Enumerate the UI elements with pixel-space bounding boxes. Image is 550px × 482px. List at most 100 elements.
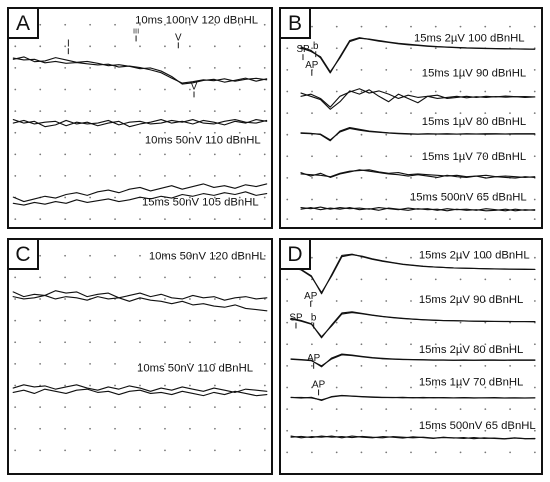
grid-dot [39, 298, 41, 300]
grid-dot [385, 343, 388, 346]
grid-dot [239, 298, 241, 300]
trace-label: 15ms 1µV 90 dBnHL [422, 68, 526, 80]
grid-dot [434, 429, 437, 432]
grid-dot [164, 45, 166, 48]
grid-dot [286, 218, 289, 221]
grid-dot [286, 451, 289, 454]
grid-dot [360, 68, 363, 71]
grid-dot [214, 362, 216, 365]
grid-dot [164, 23, 166, 26]
trace-line-d-4-2 [290, 395, 536, 401]
panel-a-letter: A [9, 9, 39, 39]
grid-dot [484, 256, 487, 259]
grid-dot [114, 110, 116, 113]
grid-dot [484, 155, 487, 158]
grid-dot [164, 153, 166, 156]
grid-dot [164, 175, 166, 177]
grid-dot [484, 300, 487, 302]
grid-dot [509, 451, 511, 454]
grid-dot [89, 254, 91, 257]
grid-dot [89, 23, 91, 26]
grid-dot [335, 321, 338, 324]
trace-line-c-2-1 [12, 384, 268, 393]
grid-dot [239, 449, 241, 452]
grid-dot [385, 278, 388, 281]
grid-dot [335, 177, 338, 179]
grid-dot [239, 406, 241, 409]
grid-dot [64, 175, 67, 177]
grid-dot [189, 175, 191, 177]
grid-dot [214, 276, 216, 279]
grid-dot [311, 218, 313, 221]
grid-dot [459, 112, 462, 114]
grid-dot [434, 90, 437, 93]
grid-dot [139, 449, 141, 452]
grid-dot [239, 276, 241, 279]
grid-dot [459, 218, 462, 221]
grid-dot [410, 198, 412, 201]
grid-dot [311, 364, 313, 367]
trace-line-b-3-2 [300, 127, 536, 141]
grid-dot [484, 90, 487, 93]
grid-dot [410, 321, 412, 324]
grid-dot [360, 133, 363, 136]
grid-dot [189, 298, 191, 300]
grid-dot [164, 362, 166, 365]
grid-dot [509, 408, 511, 410]
grid-dot [114, 362, 116, 365]
grid-dot [39, 406, 41, 409]
grid-dot [385, 112, 388, 114]
grid-dot [39, 276, 41, 279]
grid-dot [213, 175, 216, 177]
grid-dot [139, 427, 141, 430]
grid-dot [14, 427, 17, 430]
grid-dot [385, 68, 388, 71]
panel-a: 10ms 100nV 120 dBnHL I III V 10ms 50nV 110 d… [7, 7, 273, 229]
grid-dot [263, 67, 266, 69]
grid-dot [459, 300, 462, 302]
grid-dot [311, 429, 313, 432]
grid-dot [263, 175, 266, 177]
grid-dot [139, 254, 141, 257]
grid-dot [434, 278, 437, 281]
grid-dot [509, 218, 511, 221]
trace-line-c-2-2 [12, 388, 268, 397]
grid-dot [509, 90, 511, 93]
grid-dot [213, 67, 216, 69]
trace-label: 15ms 2µV 100 dBnHL [414, 32, 525, 44]
grid-dot [64, 298, 66, 300]
grid-dot [14, 449, 17, 452]
grid-dot [335, 386, 338, 389]
grid-dot [89, 131, 91, 134]
grid-dot [189, 427, 191, 430]
grid-dot [14, 276, 17, 279]
grid-dot [360, 451, 363, 454]
grid-dot [64, 23, 67, 26]
grid-dot [360, 112, 363, 114]
grid-dot [89, 319, 91, 322]
trace-label: 15ms 2µV 100 dBnHL [419, 250, 530, 262]
grid-dot [335, 343, 338, 346]
grid-dot [89, 45, 91, 48]
grid-dot [213, 196, 216, 199]
trace-line-c-1-1 [12, 290, 268, 301]
grid-dot [533, 112, 536, 114]
grid-dot [335, 451, 338, 454]
grid-dot [14, 153, 17, 156]
trace-label: 10ms 100nV 120 dBnHL [135, 15, 258, 27]
grid-dot [385, 429, 388, 432]
grid-dot [335, 198, 338, 201]
grid-dot [214, 406, 216, 409]
grid-dot [335, 300, 338, 302]
grid-dot [410, 256, 412, 259]
grid-dot [14, 88, 17, 91]
grid-dot [64, 384, 66, 387]
grid-dot [509, 155, 511, 158]
grid-dot [239, 362, 241, 365]
grid-dot [533, 278, 536, 281]
grid-dot [139, 45, 141, 48]
grid-dot [14, 298, 17, 300]
grid-dot [14, 131, 17, 134]
grid-dot [164, 67, 166, 69]
grid-dot [64, 341, 66, 344]
